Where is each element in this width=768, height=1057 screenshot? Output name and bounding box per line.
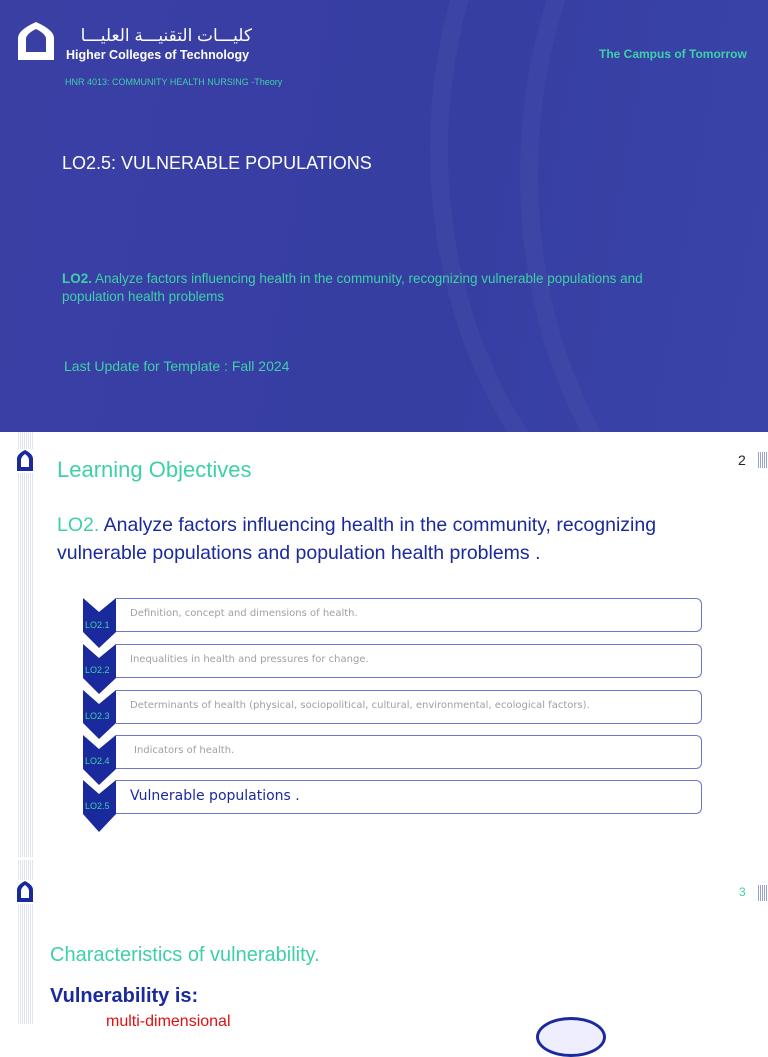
slide-title: LO2.5: VULNERABLE POPULATIONS [62,153,372,173]
chevron-step [83,690,116,739]
lo-text: Analyze factors influencing health in th… [62,271,643,304]
page-marker [758,452,768,468]
chevron-step [83,735,116,785]
hct-logo-icon [14,880,36,904]
objective-step: Determinants of health (physical, sociop… [116,690,702,724]
objective-step: Indicators of health. [116,735,702,769]
step-label: LO2.5 [85,801,110,811]
logo-english: Higher Colleges of Technology [66,48,250,62]
page-number: 2 [738,452,746,468]
course-code: HNR 4013: COMMUNITY HEALTH NURSING -Theo… [65,77,283,87]
objective-step: Inequalities in health and pressures for… [116,644,702,678]
chevron-step [83,644,116,694]
slide-heading: Learning Objectives [57,457,252,482]
tagline: The Campus of Tomorrow [599,47,747,61]
objective-step-current: Vulnerable populations . [116,780,702,814]
slide-subheading: Vulnerability is: [50,985,199,1007]
lo-statement: LO2. Analyze factors influencing health … [57,511,717,567]
last-update: Last Update for Template : Fall 2024 [64,358,290,374]
hct-logo-icon [18,22,54,60]
page-marker [758,885,768,901]
lo-prefix: LO2. [57,514,100,536]
title-slide: كليـــات التقنيـــة العليـــا Higher Col… [0,0,768,432]
chevron-column [83,598,116,832]
chevron-step [83,780,116,832]
diagram-circle [536,1017,606,1057]
step-label: LO2.2 [85,665,110,675]
decorative-strip [18,432,34,857]
hct-logo-icon [14,449,36,473]
step-label: LO2.3 [85,711,110,721]
bullet-item: multi-dimensional [106,1013,231,1030]
logo-arabic: كليـــات التقنيـــة العليـــا [80,26,252,45]
lo-text: Analyze factors influencing health in th… [57,514,657,564]
chevron-step [83,598,116,648]
page-number: 3 [739,885,746,899]
slide-heading: Characteristics of vulnerability. [50,944,320,966]
lo-prefix: LO2. [62,271,93,286]
lo-statement: LO2. Analyze factors influencing health … [62,270,682,306]
step-label: LO2.4 [85,756,110,766]
step-label: LO2.1 [85,620,110,630]
objective-step: Definition, concept and dimensions of he… [116,598,702,632]
